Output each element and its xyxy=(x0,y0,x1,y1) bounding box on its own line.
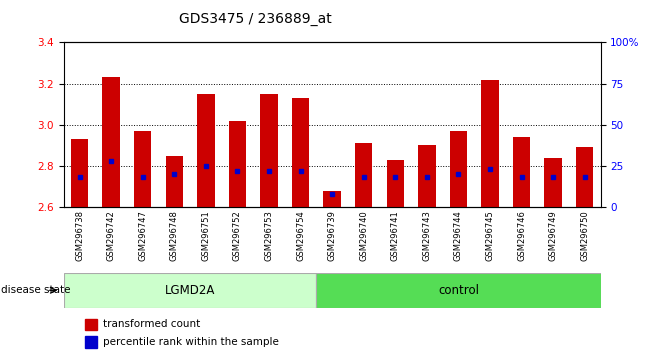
Text: control: control xyxy=(438,284,479,297)
Bar xyxy=(134,131,152,207)
Text: LGMD2A: LGMD2A xyxy=(165,284,215,297)
Bar xyxy=(450,131,467,207)
Bar xyxy=(64,273,316,308)
Text: disease state: disease state xyxy=(1,285,71,295)
Bar xyxy=(513,137,530,207)
Bar xyxy=(418,145,435,207)
Bar xyxy=(481,80,499,207)
Bar xyxy=(576,147,593,207)
Bar xyxy=(323,190,341,207)
Bar xyxy=(85,336,97,348)
Bar xyxy=(260,94,278,207)
Bar xyxy=(386,160,404,207)
Text: transformed count: transformed count xyxy=(103,319,200,329)
Text: percentile rank within the sample: percentile rank within the sample xyxy=(103,337,279,347)
Bar xyxy=(292,98,309,207)
Bar xyxy=(197,94,215,207)
Bar xyxy=(229,121,246,207)
Bar xyxy=(71,139,88,207)
Bar xyxy=(544,158,562,207)
Bar xyxy=(85,319,97,330)
Text: GDS3475 / 236889_at: GDS3475 / 236889_at xyxy=(178,12,331,27)
Bar xyxy=(103,78,120,207)
Bar xyxy=(316,273,601,308)
Bar xyxy=(355,143,372,207)
Bar xyxy=(166,156,183,207)
